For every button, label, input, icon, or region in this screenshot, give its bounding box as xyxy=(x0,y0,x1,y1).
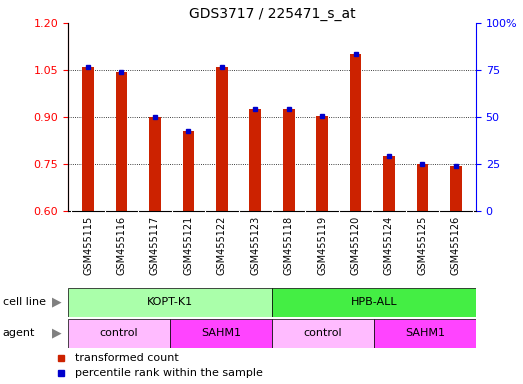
Text: GSM455126: GSM455126 xyxy=(451,216,461,275)
Text: SAHM1: SAHM1 xyxy=(201,328,241,338)
Text: GSM455119: GSM455119 xyxy=(317,216,327,275)
Text: GSM455115: GSM455115 xyxy=(83,216,93,275)
Text: HPB-ALL: HPB-ALL xyxy=(350,297,397,308)
Text: SAHM1: SAHM1 xyxy=(405,328,445,338)
Text: GSM455120: GSM455120 xyxy=(350,216,360,275)
Text: GSM455123: GSM455123 xyxy=(250,216,260,275)
Text: GSM455122: GSM455122 xyxy=(217,216,227,275)
Text: ▶: ▶ xyxy=(52,296,62,309)
Bar xyxy=(272,288,476,317)
Title: GDS3717 / 225471_s_at: GDS3717 / 225471_s_at xyxy=(189,7,355,21)
Bar xyxy=(374,319,476,348)
Bar xyxy=(316,116,328,211)
Bar xyxy=(272,319,374,348)
Text: GSM455125: GSM455125 xyxy=(417,216,427,275)
Text: control: control xyxy=(304,328,342,338)
Bar xyxy=(450,166,462,211)
Bar xyxy=(82,67,94,211)
Bar xyxy=(216,67,228,211)
Bar xyxy=(68,319,170,348)
Bar xyxy=(170,319,272,348)
Bar xyxy=(116,72,127,211)
Text: GSM455117: GSM455117 xyxy=(150,216,160,275)
Text: GSM455121: GSM455121 xyxy=(184,216,194,275)
Text: GSM455124: GSM455124 xyxy=(384,216,394,275)
Bar xyxy=(68,288,272,317)
Bar xyxy=(350,55,361,211)
Bar xyxy=(149,117,161,211)
Text: cell line: cell line xyxy=(3,297,46,308)
Bar xyxy=(183,131,194,211)
Text: transformed count: transformed count xyxy=(74,353,178,363)
Text: ▶: ▶ xyxy=(52,327,62,339)
Text: percentile rank within the sample: percentile rank within the sample xyxy=(74,368,263,378)
Bar xyxy=(283,109,294,211)
Text: agent: agent xyxy=(3,328,35,338)
Bar xyxy=(383,156,395,211)
Text: GSM455116: GSM455116 xyxy=(117,216,127,275)
Bar xyxy=(249,109,261,211)
Text: control: control xyxy=(100,328,138,338)
Text: GSM455118: GSM455118 xyxy=(283,216,294,275)
Bar xyxy=(417,164,428,211)
Text: KOPT-K1: KOPT-K1 xyxy=(147,297,193,308)
